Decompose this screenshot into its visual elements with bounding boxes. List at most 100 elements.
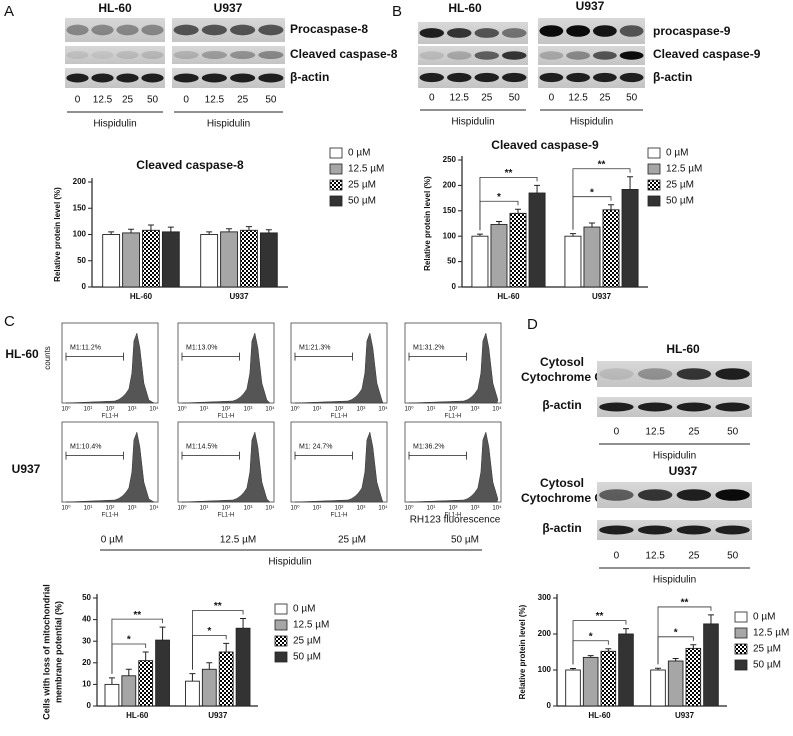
x-tick-label: HL-60 (126, 711, 149, 720)
label: U937 (214, 1, 243, 15)
label: FL1-H (445, 414, 462, 420)
bar (218, 651, 234, 707)
significance-label: ** (505, 168, 513, 179)
blot-band (474, 28, 499, 38)
legend-label: 12.5 µM (666, 164, 702, 175)
error-bar (226, 228, 233, 232)
significance-label: ** (596, 611, 604, 622)
blot-band (447, 51, 472, 60)
label: HL-60 (666, 342, 700, 356)
label: 10³ (357, 506, 366, 512)
y-tick-label: 200 (443, 181, 457, 190)
flow-histogram (408, 431, 499, 503)
blot-band (566, 51, 591, 60)
significance-bracket (479, 177, 538, 231)
blot-band (619, 25, 644, 37)
blot-band (599, 402, 634, 412)
legend-label: 25 µM (753, 644, 781, 655)
error-bar (223, 642, 230, 652)
label: 0 (183, 95, 189, 106)
error-bar (707, 614, 714, 624)
label: 10³ (128, 506, 137, 512)
significance-label: ** (681, 598, 689, 609)
label: 10⁰ (404, 505, 414, 512)
label: FL1-H (331, 513, 348, 519)
blot-band (715, 402, 750, 412)
blot-band (637, 368, 673, 380)
blot-band (474, 51, 499, 60)
label: 50 (509, 93, 521, 104)
significance-bracket (192, 610, 244, 670)
legend-swatch (734, 643, 748, 655)
legend-label: 25 µM (666, 180, 694, 191)
blot-band (502, 51, 527, 60)
label: 12.5 (93, 95, 113, 106)
error-bar (159, 626, 166, 641)
label: M1:14.5% (186, 443, 218, 450)
blot-band (539, 72, 564, 83)
blot-strip (597, 397, 752, 417)
blot-strip (172, 68, 285, 88)
label: Procaspase-8 (290, 22, 368, 36)
significance-label: ** (214, 601, 222, 612)
label: 10⁰ (61, 505, 71, 512)
error-bar (206, 662, 213, 670)
error-bar (570, 668, 577, 670)
blot-strip (418, 22, 528, 44)
error-bar (189, 673, 196, 682)
panel-letter: D (527, 316, 538, 333)
blot-band (566, 25, 591, 37)
legend-label: 25 µM (293, 636, 321, 647)
label: 25 (237, 95, 249, 106)
blot-band (173, 73, 199, 83)
label: Cleaved caspase-8 (290, 47, 398, 61)
label: RH123 fluorescence (410, 515, 501, 526)
blot-strip (65, 46, 165, 64)
legend-swatch (647, 179, 661, 191)
y-tick-label: 150 (73, 203, 87, 212)
label: 10⁰ (177, 406, 187, 413)
label: Hispidulin (93, 119, 136, 130)
x-tick-label: HL-60 (130, 292, 153, 301)
label: procaspase-9 (653, 24, 731, 38)
bar (650, 669, 666, 707)
significance-label: * (207, 626, 211, 637)
blot-band (502, 72, 527, 83)
label: 10² (222, 407, 231, 413)
x-tick-label: U937 (229, 292, 249, 301)
legend-swatch (274, 603, 288, 615)
blot-band (141, 24, 164, 36)
label: 25 (599, 93, 611, 104)
y-tick-label: 50 (77, 256, 86, 265)
error-bar (605, 648, 612, 652)
blot-band (419, 28, 444, 38)
label: 10⁰ (61, 406, 71, 413)
label: 12.5 (568, 93, 588, 104)
label: Hispidulin (653, 575, 696, 586)
legend-label: 50 µM (753, 660, 781, 671)
legend-swatch (734, 659, 748, 671)
label: Hispidulin (570, 117, 613, 128)
legend-swatch (274, 619, 288, 631)
error-bar (588, 222, 595, 228)
label: M1:21.3% (299, 344, 331, 351)
x-tick-label: HL-60 (588, 711, 611, 720)
label: 10¹ (200, 407, 209, 413)
panel-letter: C (4, 313, 15, 330)
blot-band (592, 51, 617, 60)
blot-band (715, 368, 750, 380)
error-bar (534, 184, 541, 194)
error-bar (125, 668, 132, 676)
label: FL1-H (331, 414, 348, 420)
significance-label: * (497, 192, 501, 203)
y-tick-label: 300 (538, 593, 552, 602)
blot-strip (418, 67, 528, 88)
label: U937 (576, 0, 605, 13)
blot-strip (65, 68, 165, 88)
chart-title: Cleaved caspase-8 (136, 158, 244, 172)
label: 0 (614, 427, 620, 438)
blot-strip (65, 18, 165, 42)
label: counts (43, 346, 52, 370)
significance-bracket (572, 168, 631, 230)
